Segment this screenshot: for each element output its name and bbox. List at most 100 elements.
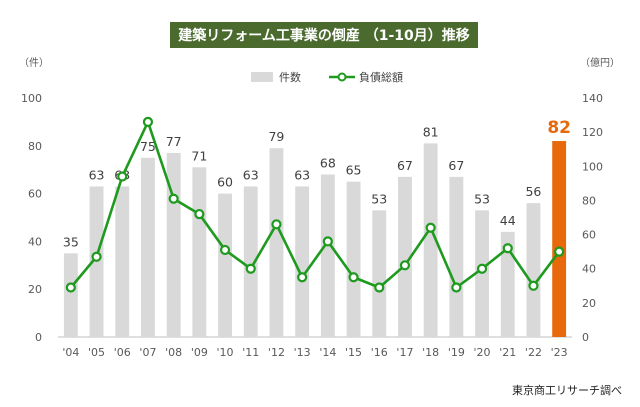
x-tick-label: '20 bbox=[474, 346, 491, 359]
right-tick-label: 100 bbox=[582, 160, 603, 173]
debt-point bbox=[91, 251, 102, 262]
bar bbox=[141, 157, 155, 337]
x-tick-label: '10 bbox=[217, 346, 234, 359]
bar-value-label: 77 bbox=[166, 134, 182, 149]
bar-value-label: 67 bbox=[397, 158, 413, 173]
left-tick-label: 20 bbox=[28, 283, 42, 296]
x-tick-label: '13 bbox=[294, 346, 311, 359]
bar-value-label: 63 bbox=[294, 167, 310, 182]
right-tick-label: 20 bbox=[582, 297, 596, 310]
bar-value-label: 82 bbox=[547, 118, 571, 138]
legend-bar-label: 件数 bbox=[279, 71, 301, 84]
bar-value-label: 60 bbox=[217, 175, 233, 190]
debt-point bbox=[142, 116, 154, 128]
x-tick-label: '06 bbox=[114, 346, 131, 359]
x-tick-label: '05 bbox=[88, 346, 105, 359]
bar-value-label: 79 bbox=[268, 129, 284, 144]
bar bbox=[63, 253, 78, 337]
right-tick-label: 0 bbox=[582, 331, 589, 344]
x-tick-label: '19 bbox=[448, 346, 465, 359]
x-axis-ticks: '04 '05 '06 '07 '08 '09 '10 '11 '12 '13 '14 '15 '16 '… bbox=[62, 346, 567, 359]
bar bbox=[526, 203, 541, 337]
bar-labels: 3563637577716063796368655367816753445682 bbox=[63, 118, 571, 249]
source-note: 東京商工リサーチ調べ bbox=[512, 383, 622, 397]
bar bbox=[115, 186, 130, 337]
legend: 件数 負債総額 bbox=[251, 70, 403, 84]
bar-value-label: 65 bbox=[346, 163, 362, 178]
right-tick-label: 80 bbox=[582, 194, 596, 207]
left-tick-label: 80 bbox=[28, 140, 42, 153]
debt-point bbox=[476, 263, 488, 274]
left-axis-unit: （件） bbox=[19, 57, 49, 69]
bar bbox=[423, 143, 438, 337]
bar-highlighted bbox=[552, 141, 567, 337]
right-axis-ticks: 0 20 40 60 80 100 120 140 bbox=[582, 92, 603, 344]
right-axis-unit: （億円） bbox=[580, 56, 620, 69]
debt-point bbox=[168, 193, 179, 204]
bar bbox=[500, 231, 515, 337]
left-tick-label: 100 bbox=[21, 92, 42, 105]
debt-point bbox=[528, 280, 539, 291]
debt-point bbox=[451, 282, 462, 293]
x-tick-label: '17 bbox=[396, 346, 413, 359]
bar bbox=[269, 148, 284, 337]
bar bbox=[218, 193, 232, 337]
debt-point bbox=[322, 236, 333, 247]
debt-point bbox=[348, 272, 359, 283]
x-tick-label: '12 bbox=[268, 346, 285, 359]
debt-point bbox=[425, 222, 436, 233]
legend-line-marker bbox=[337, 72, 347, 82]
right-tick-label: 40 bbox=[582, 263, 596, 276]
bar bbox=[372, 210, 387, 337]
bar-value-label: 56 bbox=[525, 184, 541, 199]
x-tick-label: '14 bbox=[319, 346, 336, 359]
x-tick-label: '11 bbox=[242, 346, 259, 359]
x-tick-label: '07 bbox=[139, 346, 156, 359]
debt-point bbox=[245, 263, 256, 274]
debt-line-series bbox=[65, 116, 565, 293]
chart-title: 建築リフォーム工事業の倒産 （1-10月）推移 bbox=[178, 27, 470, 44]
bar-value-label: 35 bbox=[63, 234, 79, 249]
x-tick-label: '23 bbox=[551, 346, 568, 359]
debt-point bbox=[374, 282, 385, 293]
bar bbox=[320, 174, 335, 337]
bar bbox=[346, 181, 361, 337]
bar-value-label: 44 bbox=[500, 213, 516, 228]
debt-point bbox=[194, 208, 205, 220]
left-tick-label: 0 bbox=[35, 331, 42, 344]
bar-value-label: 63 bbox=[89, 167, 105, 182]
bar-value-label: 68 bbox=[320, 155, 336, 170]
bar-value-label: 53 bbox=[371, 191, 387, 206]
bar-value-label: 81 bbox=[423, 124, 439, 139]
bar-value-label: 63 bbox=[243, 167, 259, 182]
x-tick-label: '15 bbox=[345, 346, 362, 359]
debt-point bbox=[117, 171, 128, 182]
bar-value-label: 75 bbox=[140, 139, 156, 154]
bar bbox=[398, 176, 412, 337]
bar bbox=[192, 167, 207, 337]
legend-line-label: 負債総額 bbox=[359, 70, 403, 84]
bar-value-label: 53 bbox=[474, 191, 490, 206]
bar-value-label: 67 bbox=[448, 158, 464, 173]
right-tick-label: 140 bbox=[582, 92, 603, 105]
left-tick-label: 40 bbox=[28, 235, 42, 248]
x-tick-label: '04 bbox=[62, 346, 79, 359]
x-tick-label: '08 bbox=[165, 346, 182, 359]
left-axis-ticks: 0 20 40 60 80 100 bbox=[21, 92, 42, 344]
x-tick-label: '16 bbox=[371, 346, 388, 359]
bar bbox=[295, 186, 310, 337]
bar bbox=[449, 176, 464, 337]
debt-point bbox=[271, 219, 282, 230]
debt-point bbox=[554, 246, 565, 257]
title-background bbox=[170, 22, 478, 48]
x-tick-label: '21 bbox=[499, 346, 516, 359]
debt-point bbox=[399, 260, 411, 271]
right-tick-label: 120 bbox=[582, 126, 603, 139]
x-tick-label: '18 bbox=[422, 346, 439, 359]
debt-point bbox=[219, 244, 231, 256]
x-tick-label: '09 bbox=[191, 346, 208, 359]
bar bbox=[243, 186, 258, 337]
debt-point bbox=[502, 243, 513, 254]
debt-point bbox=[297, 272, 308, 283]
